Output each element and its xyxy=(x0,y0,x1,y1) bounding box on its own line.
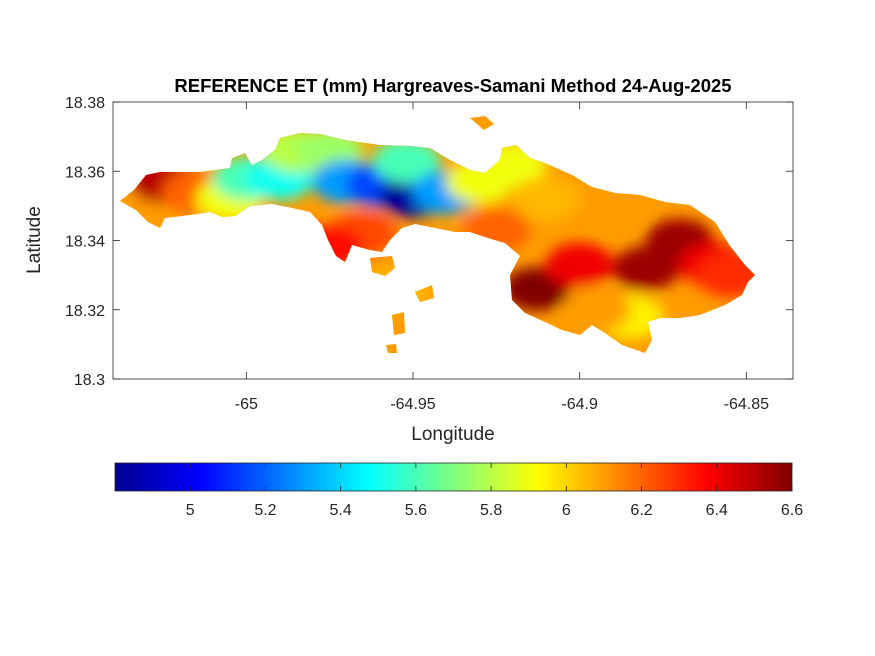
colorbar-tick-label: 5.8 xyxy=(480,502,502,519)
colorbar-tick-label: 6.2 xyxy=(630,502,652,519)
colorbar-tick-label: 6.6 xyxy=(781,502,803,519)
x-axis-label: Longitude xyxy=(411,424,494,445)
heatmap-cell xyxy=(562,287,631,332)
x-axis-ticks: -65 -64.95 -64.9 -64.85 xyxy=(235,102,769,413)
y-tick-label: 18.36 xyxy=(65,164,105,181)
y-tick-label: 18.3 xyxy=(74,372,105,389)
y-axis-ticks: 18.3 18.32 18.34 18.36 18.38 xyxy=(65,95,793,389)
colorbar-tick-label: 5 xyxy=(186,502,195,519)
y-axis-label: Latitude xyxy=(24,206,45,274)
x-tick-label: -64.85 xyxy=(724,396,769,413)
colorbar-tick-label: 5.4 xyxy=(330,502,352,519)
heatmap-cell xyxy=(512,176,581,221)
colorbar-tick-label: 6 xyxy=(562,502,571,519)
y-tick-label: 18.38 xyxy=(65,95,105,112)
chart-title: REFERENCE ET (mm) Hargreaves-Samani Meth… xyxy=(174,75,731,96)
colorbar-tick-label: 5.2 xyxy=(254,502,276,519)
y-tick-label: 18.32 xyxy=(65,303,105,320)
colorbar-tick-label: 6.4 xyxy=(706,502,728,519)
colorbar xyxy=(114,462,793,492)
x-tick-label: -65 xyxy=(235,396,258,413)
colorbar-ticks: 5 5.2 5.4 5.6 5.8 6 6.2 6.4 6.6 xyxy=(186,463,803,519)
y-tick-label: 18.34 xyxy=(65,234,105,251)
x-tick-label: -64.95 xyxy=(390,396,435,413)
x-tick-label: -64.9 xyxy=(561,396,598,413)
heatmap-cell xyxy=(579,183,647,228)
colorbar-tick-label: 5.6 xyxy=(405,502,427,519)
heatmap-cell xyxy=(545,242,614,287)
heatmap-cell xyxy=(372,138,441,183)
